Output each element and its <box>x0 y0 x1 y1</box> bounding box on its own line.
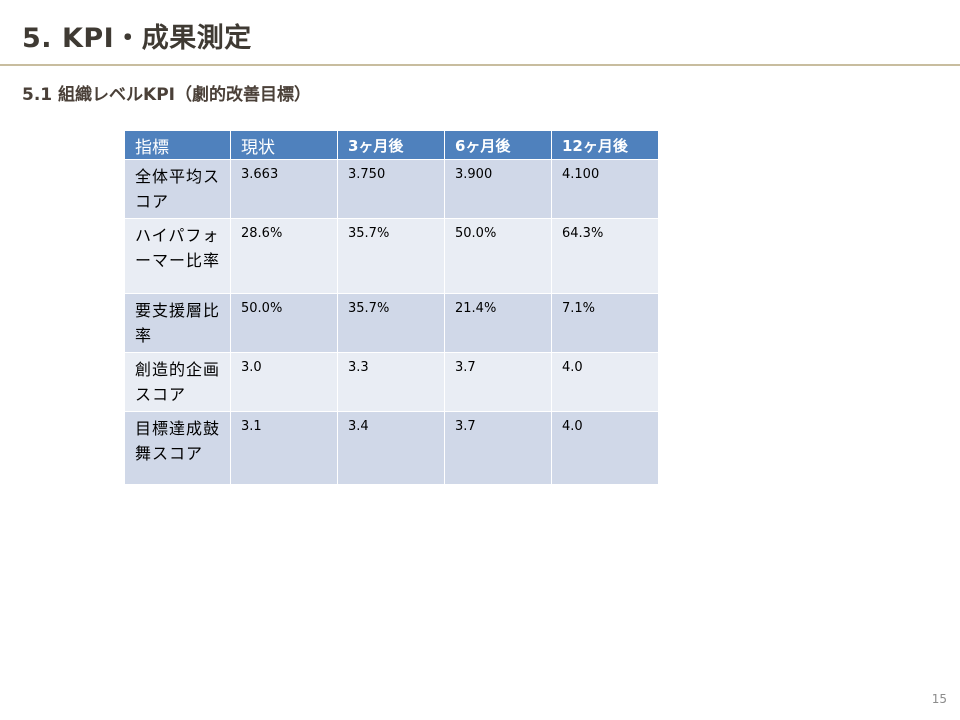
section-heading: 5.1 組織レベルKPI（劇的改善目標） <box>22 85 311 105</box>
cell-3-months: 35.7% <box>337 293 445 353</box>
cell-12-months: 64.3% <box>551 218 659 294</box>
kpi-table: 指標 現状 3ヶ月後 6ヶ月後 12ヶ月後 全体平均スコア 3.663 3.75… <box>124 130 659 485</box>
cell-current: 3.663 <box>230 159 338 219</box>
table-row: 全体平均スコア 3.663 3.750 3.900 4.100 <box>124 159 659 219</box>
cell-3-months: 3.4 <box>337 411 445 485</box>
cell-12-months: 4.0 <box>551 411 659 485</box>
header-cell-12-months: 12ヶ月後 <box>551 130 659 160</box>
cell-current: 50.0% <box>230 293 338 353</box>
cell-12-months: 4.100 <box>551 159 659 219</box>
cell-3-months: 35.7% <box>337 218 445 294</box>
row-label: 要支援層比率 <box>124 293 231 353</box>
cell-3-months: 3.750 <box>337 159 445 219</box>
table-row: 要支援層比率 50.0% 35.7% 21.4% 7.1% <box>124 293 659 353</box>
cell-6-months: 3.7 <box>444 411 552 485</box>
header-cell-3-months: 3ヶ月後 <box>337 130 445 160</box>
row-label: 全体平均スコア <box>124 159 231 219</box>
header-cell-current: 現状 <box>230 130 338 160</box>
cell-6-months: 3.900 <box>444 159 552 219</box>
cell-6-months: 3.7 <box>444 352 552 412</box>
cell-3-months: 3.3 <box>337 352 445 412</box>
table-row: 目標達成鼓舞スコア 3.1 3.4 3.7 4.0 <box>124 411 659 485</box>
cell-current: 3.1 <box>230 411 338 485</box>
cell-12-months: 4.0 <box>551 352 659 412</box>
cell-6-months: 50.0% <box>444 218 552 294</box>
row-label: 創造的企画スコア <box>124 352 231 412</box>
row-label: 目標達成鼓舞スコア <box>124 411 231 485</box>
cell-6-months: 21.4% <box>444 293 552 353</box>
cell-current: 28.6% <box>230 218 338 294</box>
cell-current: 3.0 <box>230 352 338 412</box>
header-cell-6-months: 6ヶ月後 <box>444 130 552 160</box>
table-row: 創造的企画スコア 3.0 3.3 3.7 4.0 <box>124 352 659 412</box>
slide-title: 5. KPI・成果測定 <box>22 23 252 54</box>
title-divider <box>0 64 960 66</box>
page-number: 15 <box>931 692 947 706</box>
table-row: ハイパフォーマー比率 28.6% 35.7% 50.0% 64.3% <box>124 218 659 294</box>
cell-12-months: 7.1% <box>551 293 659 353</box>
table-header-row: 指標 現状 3ヶ月後 6ヶ月後 12ヶ月後 <box>124 130 659 160</box>
header-cell-metric: 指標 <box>124 130 231 160</box>
row-label: ハイパフォーマー比率 <box>124 218 231 294</box>
